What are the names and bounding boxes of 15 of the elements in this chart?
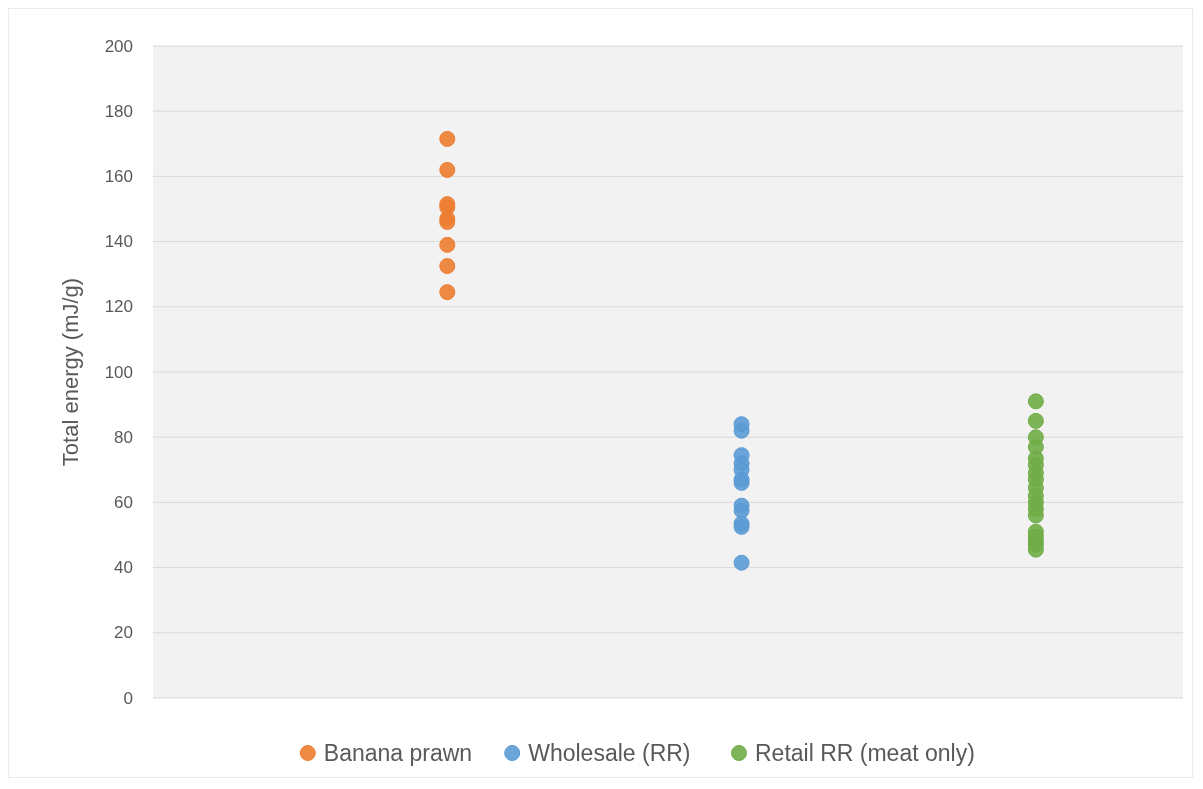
- y-tick-label: 160: [104, 166, 133, 186]
- y-tick-label: 40: [114, 558, 133, 578]
- y-tick-label: 80: [114, 427, 133, 447]
- y-tick-label: 120: [104, 297, 133, 317]
- legend-label: Banana prawn: [323, 740, 473, 766]
- y-tick-label: 100: [104, 362, 133, 382]
- y-tick-label: 0: [123, 688, 133, 708]
- y-tick-label: 180: [104, 101, 133, 121]
- y-axis-title: Total energy (mJ/g): [58, 277, 83, 467]
- y-tick-label: 60: [114, 492, 133, 512]
- y-tick-label: 200: [104, 36, 133, 56]
- y-tick-label: 20: [114, 623, 133, 643]
- legend-label: Retail RR (meat only): [755, 740, 975, 766]
- legend-label: Wholesale (RR): [528, 740, 691, 766]
- y-tick-label: 140: [104, 232, 133, 252]
